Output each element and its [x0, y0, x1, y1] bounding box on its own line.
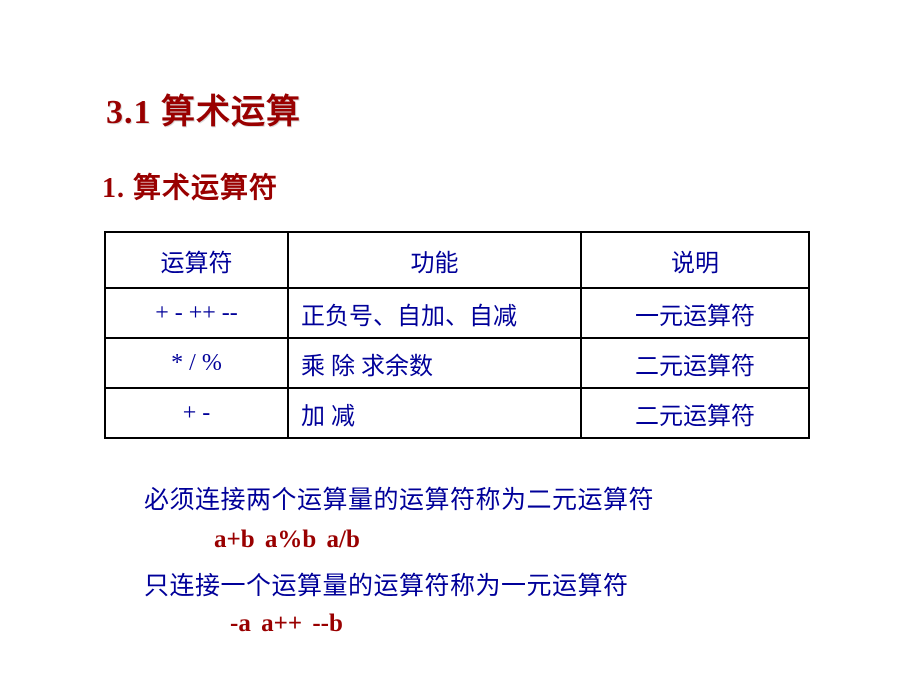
- table-header-cell: 运算符: [105, 232, 288, 288]
- table-cell: 一元运算符: [581, 288, 809, 338]
- table-row: + - ++ -- 正负号、自加、自减 一元运算符: [105, 288, 809, 338]
- subsection-title: 1. 算术运算符: [102, 166, 278, 206]
- note-unary-examples: -a a++ --b: [230, 610, 343, 638]
- table-header-cell: 说明: [581, 232, 809, 288]
- table-cell: 正负号、自加、自减: [288, 288, 581, 338]
- note-binary-definition: 必须连接两个运算量的运算符称为二元运算符: [144, 480, 654, 516]
- slide: 3.1 算术运算 1. 算术运算符 运算符 功能 说明 + - ++ -- 正负…: [0, 0, 920, 690]
- table-row: + - 加 减 二元运算符: [105, 388, 809, 438]
- table-cell: + -: [105, 388, 288, 438]
- table-header-row: 运算符 功能 说明: [105, 232, 809, 288]
- table-cell: + - ++ --: [105, 288, 288, 338]
- table-cell: 乘 除 求余数: [288, 338, 581, 388]
- section-title: 3.1 算术运算: [106, 84, 301, 133]
- table-row: * / % 乘 除 求余数 二元运算符: [105, 338, 809, 388]
- note-binary-examples: a+b a%b a/b: [214, 526, 360, 554]
- table-cell: * / %: [105, 338, 288, 388]
- note-unary-definition: 只连接一个运算量的运算符称为一元运算符: [144, 566, 629, 602]
- table-cell: 二元运算符: [581, 388, 809, 438]
- table-cell: 二元运算符: [581, 338, 809, 388]
- table-header-cell: 功能: [288, 232, 581, 288]
- table-cell: 加 减: [288, 388, 581, 438]
- operators-table: 运算符 功能 说明 + - ++ -- 正负号、自加、自减 一元运算符 * / …: [104, 231, 810, 439]
